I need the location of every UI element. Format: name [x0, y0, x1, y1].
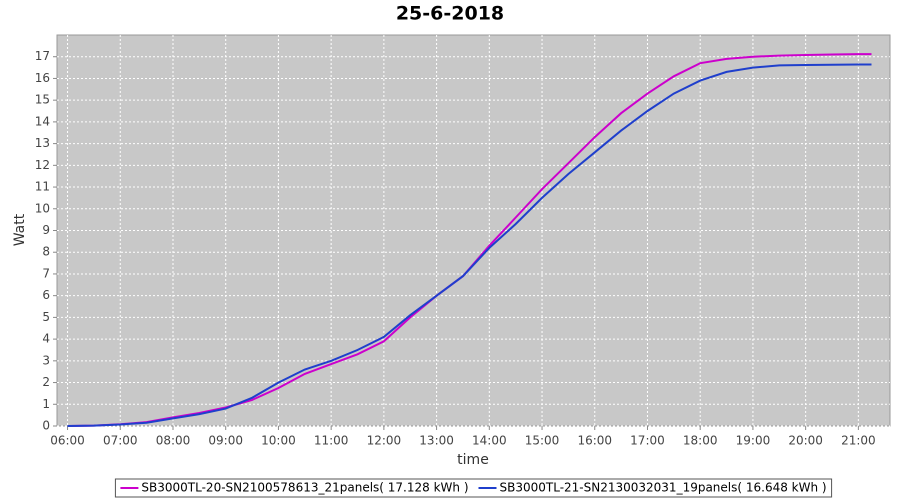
y-tick-label: 13: [35, 136, 50, 150]
x-tick-label: 08:00: [156, 434, 191, 448]
y-tick-label: 9: [42, 223, 50, 237]
legend-text: SB3000TL-21-SN2130032031_19panels( 16.64…: [500, 481, 827, 495]
y-tick-label: 16: [35, 71, 50, 85]
y-axis-label: Watt: [12, 213, 28, 246]
x-axis-label: time: [457, 452, 489, 468]
x-tick-label: 18:00: [683, 434, 718, 448]
y-tick-label: 0: [42, 419, 50, 433]
y-tick-label: 12: [35, 158, 50, 172]
x-tick-label: 06:00: [50, 434, 85, 448]
y-tick-label: 2: [42, 375, 50, 389]
data-line: [67, 63, 872, 427]
legend-item: SB3000TL-21-SN2130032031_19panels( 16.64…: [478, 481, 827, 495]
x-tick-label: 12:00: [367, 434, 402, 448]
x-tick-label: 07:00: [103, 434, 138, 448]
x-tick-label: 19:00: [736, 434, 771, 448]
y-tick-label: 17: [35, 49, 50, 63]
y-tick-label: 8: [42, 245, 50, 259]
x-tick-label: 20:00: [788, 434, 823, 448]
y-tick-label: 10: [35, 201, 50, 215]
legend-text: SB3000TL-20-SN2100578613_21panels( 17.12…: [141, 481, 468, 495]
y-tick-label: 15: [35, 93, 50, 107]
y-tick-label: 5: [42, 310, 50, 324]
y-tick-label: 11: [35, 180, 50, 194]
x-tick-label: 11:00: [314, 434, 349, 448]
x-tick-label: 14:00: [472, 434, 507, 448]
legend-item: SB3000TL-20-SN2100578613_21panels( 17.12…: [120, 481, 469, 495]
y-tick-label: 14: [35, 114, 50, 128]
x-tick-label: 15:00: [525, 434, 560, 448]
x-tick-label: 10:00: [261, 434, 296, 448]
y-tick-label: 7: [42, 266, 50, 280]
x-tick-label: 13:00: [419, 434, 454, 448]
x-tick-label: 09:00: [208, 434, 243, 448]
x-tick-label: 16:00: [577, 434, 612, 448]
y-tick-label: 3: [42, 353, 50, 367]
x-tick-label: 17:00: [630, 434, 665, 448]
chart-title: 25-6-2018: [396, 3, 504, 25]
legend-box: [114, 478, 833, 498]
y-tick-label: 1: [42, 397, 50, 411]
y-tick-label: 4: [42, 332, 50, 346]
x-tick-label: 21:00: [841, 434, 876, 448]
y-tick-label: 6: [42, 288, 50, 302]
